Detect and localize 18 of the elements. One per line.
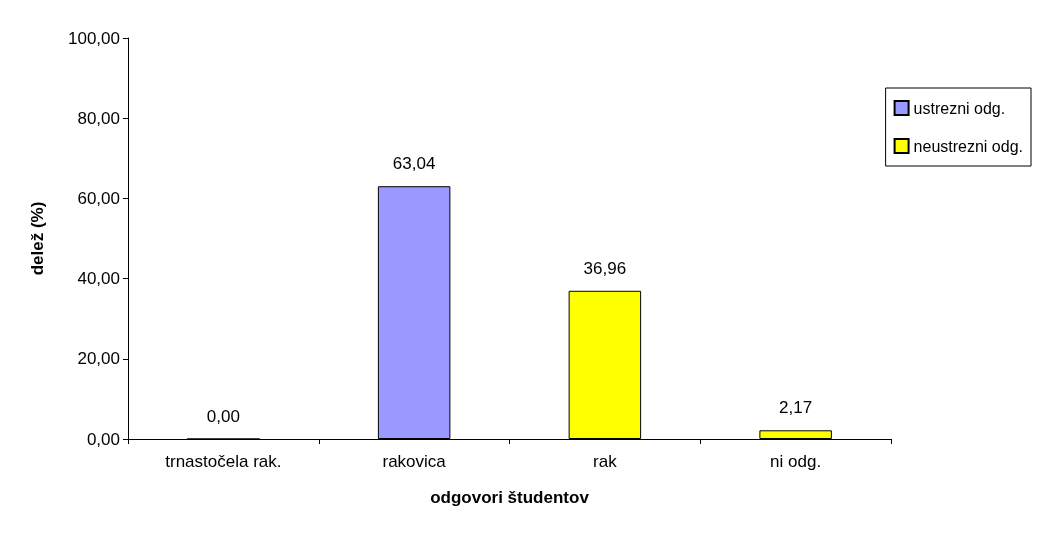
y-tick-label: 100,00 (68, 28, 120, 48)
x-axis-title: odgovori študentov (430, 488, 590, 507)
data-label: 0,00 (206, 406, 240, 426)
y-tick-label: 0,00 (86, 429, 120, 449)
y-tick-label: 80,00 (77, 108, 120, 128)
x-tick-label: rak (593, 452, 618, 471)
y-tick-label: 40,00 (77, 269, 120, 289)
legend-label: neustrezni odg. (913, 137, 1023, 155)
legend-label: ustrezni odg. (913, 99, 1006, 117)
x-tick-label: trnastočela rak. (165, 452, 282, 471)
data-label: 2,17 (779, 398, 813, 418)
x-tick-label: rakovica (382, 452, 447, 471)
data-label: 63,04 (392, 154, 436, 174)
y-tick-label: 60,00 (77, 188, 120, 208)
data-label: 36,96 (583, 258, 627, 278)
x-tick-label: ni odg. (770, 452, 822, 471)
y-tick-label: 20,00 (77, 349, 120, 369)
y-axis-title: delež (%) (28, 201, 47, 276)
